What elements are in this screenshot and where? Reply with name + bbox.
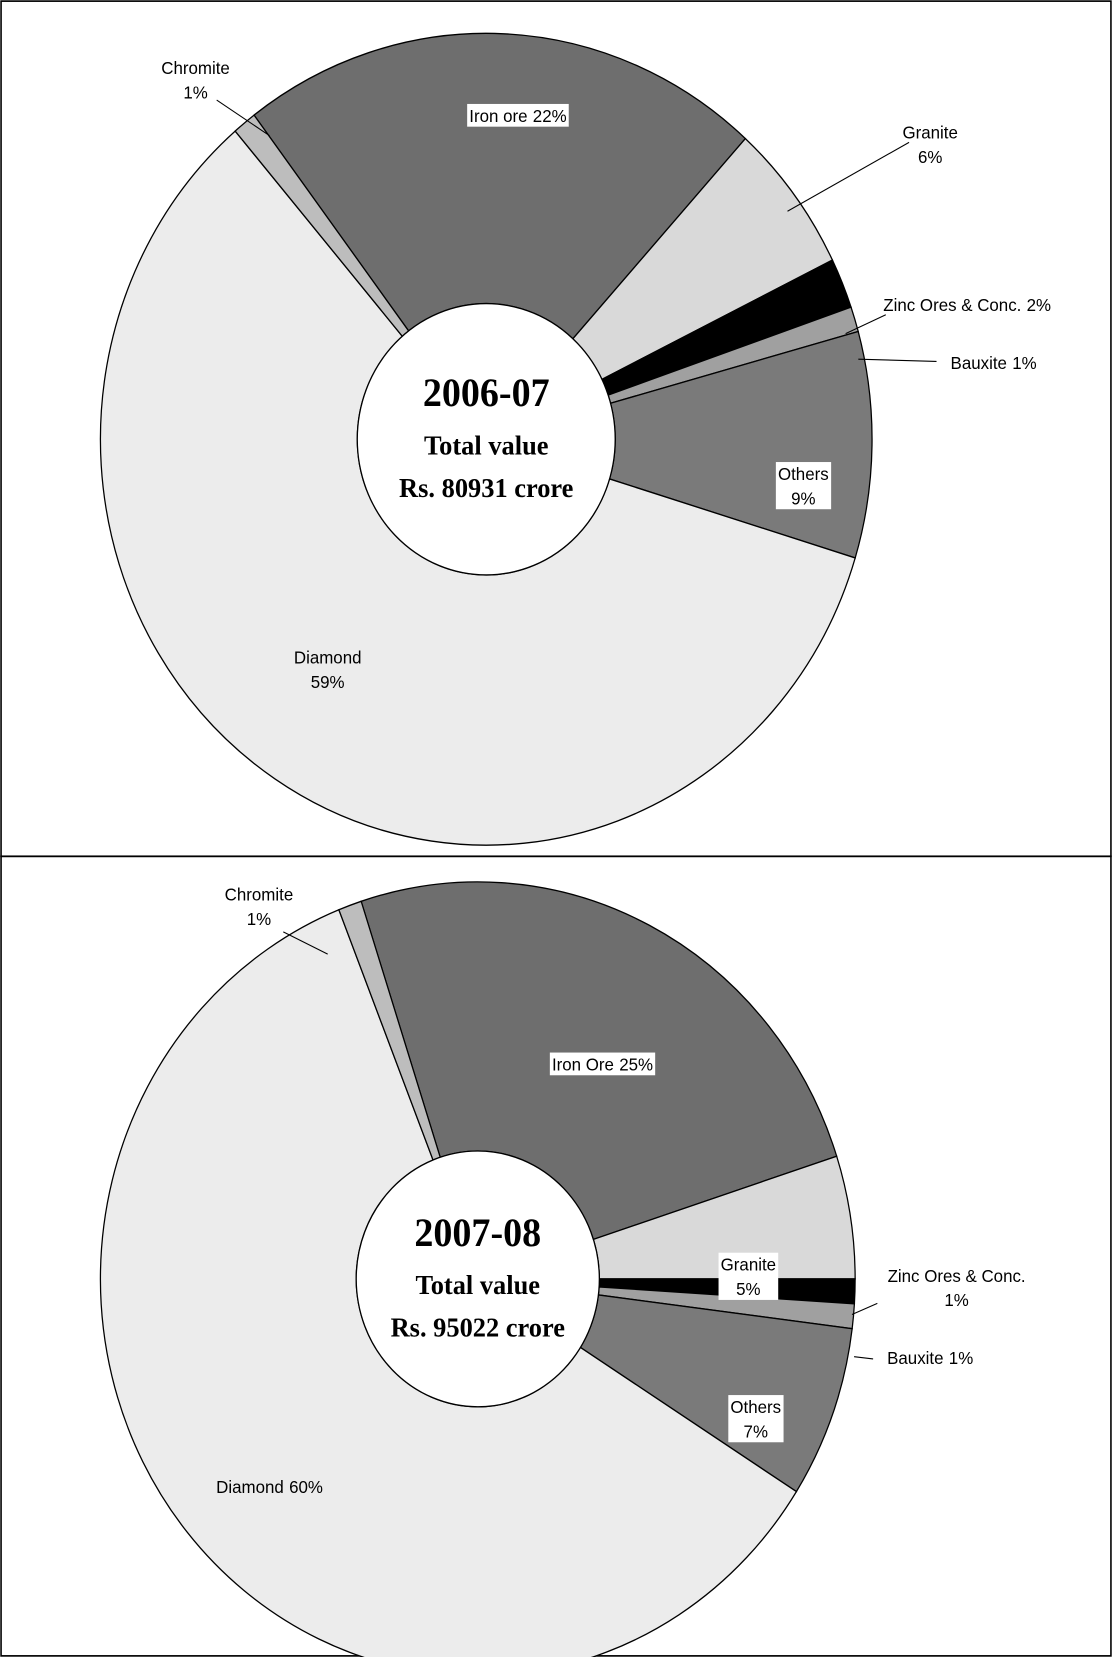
label-background — [775, 462, 832, 510]
value-label: 1% — [247, 908, 271, 929]
value-label: 59% — [311, 671, 345, 692]
slice-label: Granite 5% — [721, 1254, 776, 1299]
slice-label: Zinc Ores & Conc. 1% — [888, 1265, 1026, 1310]
value-label: 2% — [1027, 294, 1051, 315]
leader-line — [283, 931, 328, 955]
center-title: 2007-08 — [414, 1211, 541, 1255]
leader-line — [854, 1356, 874, 1360]
center-subtitle: Total value — [416, 1270, 541, 1301]
value-label: 25% — [619, 1054, 653, 1075]
slice-label: Iron ore 22% — [469, 105, 566, 126]
center-annotation: Rs. 95022 crore — [391, 1312, 565, 1343]
category-label: Chromite — [161, 57, 230, 78]
label-background — [549, 1052, 656, 1076]
value-label: 7% — [744, 1421, 768, 1442]
label-background — [728, 1395, 784, 1443]
category-label: Diamond — [216, 1476, 284, 1497]
slice-label: Zinc Ores & Conc. 2% — [883, 294, 1051, 315]
category-label: Bauxite — [887, 1347, 943, 1368]
center-title: 2006-07 — [423, 371, 550, 415]
value-label: 1% — [949, 1347, 973, 1368]
center-subtitle: Total value — [424, 430, 549, 461]
slice-label: Chromite 1% — [225, 884, 294, 929]
donut-hole — [355, 1150, 600, 1408]
category-label: Others — [778, 463, 829, 484]
slice-label: Others 9% — [778, 463, 829, 508]
category-label: Granite — [721, 1254, 776, 1275]
value-label: 1% — [1012, 352, 1036, 373]
slice-label: Bauxite 1% — [887, 1347, 973, 1368]
slice-label: Diamond 59% — [294, 647, 362, 692]
category-label: Bauxite — [951, 352, 1007, 373]
slice-label: Chromite 1% — [161, 57, 230, 102]
value-label: 60% — [289, 1476, 323, 1497]
category-label: Iron ore — [469, 105, 527, 126]
donut-hole — [356, 302, 616, 576]
value-label: 9% — [791, 488, 815, 509]
slice-label: Granite 6% — [902, 122, 957, 167]
category-label: Zinc Ores & Conc. — [883, 294, 1021, 315]
value-label: 1% — [944, 1289, 968, 1310]
value-label: 22% — [533, 105, 567, 126]
label-background — [467, 103, 569, 127]
category-label: Zinc Ores & Conc. — [888, 1265, 1026, 1286]
leader-line — [216, 99, 270, 137]
leader-line — [858, 358, 937, 362]
value-label: 1% — [183, 82, 207, 103]
leader-line — [845, 314, 887, 335]
category-label: Diamond — [294, 647, 362, 668]
value-label: 6% — [918, 146, 942, 167]
category-label: Chromite — [225, 884, 294, 905]
leader-line — [787, 141, 910, 212]
value-label: 5% — [736, 1278, 760, 1299]
center-annotation: Rs. 80931 crore — [399, 472, 573, 503]
slice-label: Diamond 60% — [216, 1476, 323, 1497]
slice-label: Iron Ore 25% — [552, 1054, 653, 1075]
label-background — [718, 1252, 779, 1300]
slice-label: Others 7% — [730, 1396, 781, 1441]
category-label: Others — [730, 1396, 781, 1417]
category-label: Iron Ore — [552, 1054, 614, 1075]
slice-label: Bauxite 1% — [951, 352, 1037, 373]
leader-line — [851, 1302, 878, 1315]
category-label: Granite — [902, 122, 957, 143]
